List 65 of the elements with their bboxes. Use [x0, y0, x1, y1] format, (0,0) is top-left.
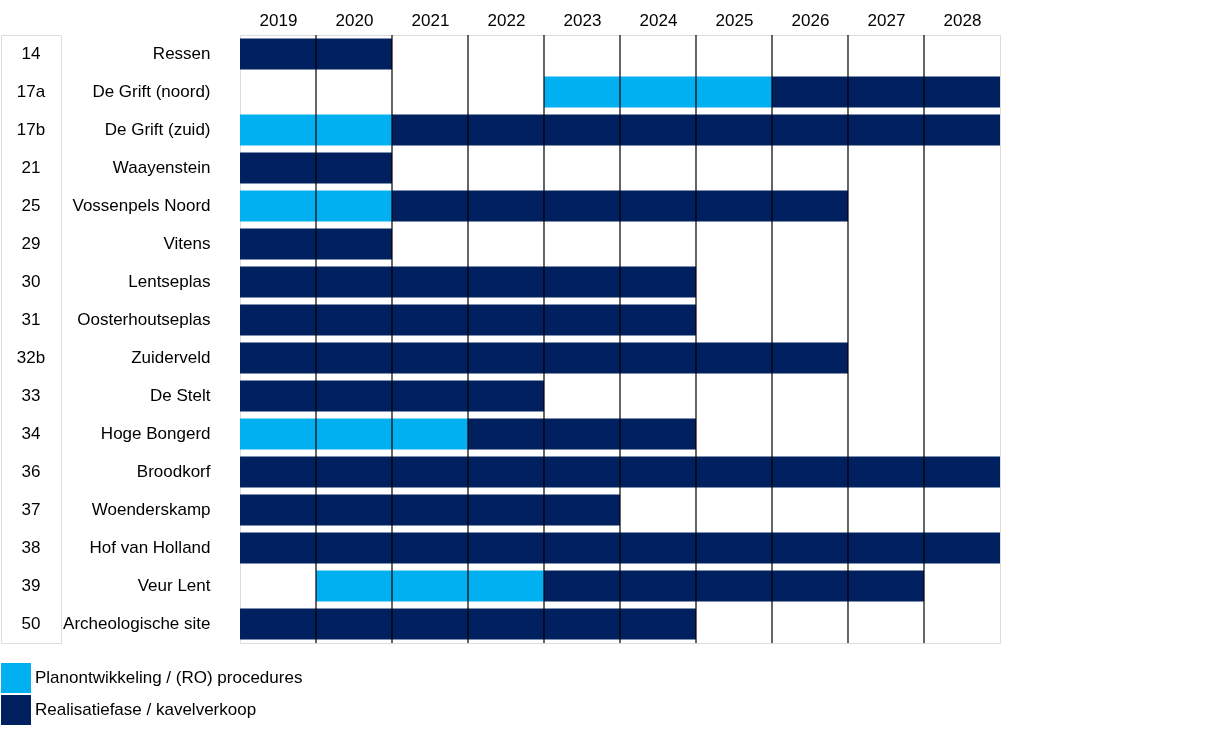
bar: [240, 342, 848, 374]
x-tick-label: 2019: [259, 10, 298, 30]
text: 39: [21, 576, 41, 595]
bar: [392, 114, 1000, 146]
bar: [240, 494, 620, 526]
text: 50: [21, 614, 41, 633]
text: 25: [21, 196, 41, 215]
y-tick-label: Veur Lent: [137, 576, 211, 595]
text: 21: [21, 158, 41, 177]
x-tick-label: 2025: [715, 10, 754, 30]
x-tick-label: 2023: [563, 10, 602, 30]
y-tick-label: Archeologische site: [63, 614, 211, 633]
x-tick-label: 2026: [791, 10, 830, 30]
text: 30: [21, 272, 41, 291]
bar: [544, 76, 772, 108]
text: 17a: [16, 82, 46, 101]
text: 14: [21, 44, 41, 63]
y-tick-label: Oosterhoutseplas: [77, 310, 211, 329]
y-tick-label: Hoge Bongerd: [100, 424, 211, 443]
bar: [240, 38, 392, 70]
bar: [468, 418, 696, 450]
bar: [240, 532, 1000, 564]
legend-label: Realisatiefase / kavelverkoop: [35, 700, 257, 719]
x-tick-label: 2021: [411, 10, 450, 30]
x-tick-label: 2028: [943, 10, 982, 30]
bar: [240, 190, 392, 222]
bar: [392, 190, 848, 222]
x-tick-label: 2022: [487, 10, 526, 30]
text: 34: [21, 424, 41, 443]
text: 29: [21, 234, 41, 253]
y-tick-label: Waayenstein: [112, 158, 211, 177]
text: 32b: [16, 348, 46, 367]
x-tick-label: 2020: [335, 10, 374, 30]
y-tick-label: Broodkorf: [136, 462, 211, 481]
y-tick-label: Zuiderveld: [131, 348, 211, 367]
text: 37: [21, 500, 41, 519]
text: 33: [21, 386, 41, 405]
legend-label: Planontwikkeling / (RO) procedures: [35, 668, 303, 687]
y-tick-label: Hof van Holland: [89, 538, 211, 557]
bar: [240, 380, 544, 412]
bar: [240, 608, 696, 640]
text: 31: [21, 310, 41, 329]
bar: [240, 114, 392, 146]
y-tick-label: Lentseplas: [128, 272, 211, 291]
x-tick-label: 2024: [639, 10, 678, 30]
bar: [544, 570, 924, 602]
y-tick-label: Woenderskamp: [91, 500, 211, 519]
x-tick-label: 2027: [867, 10, 906, 30]
bar: [772, 76, 1000, 108]
text: 36: [21, 462, 41, 481]
y-tick-label: Ressen: [152, 44, 211, 63]
text: 38: [21, 538, 41, 557]
y-tick-label: Vossenpels Noord: [72, 196, 211, 215]
bar: [240, 304, 696, 336]
y-tick-label: De Stelt: [150, 386, 211, 405]
bar: [316, 570, 544, 602]
bar: [240, 266, 696, 298]
bar: [240, 152, 392, 184]
bar: [240, 418, 468, 450]
bar: [240, 456, 1000, 488]
y-tick-label: De Grift (zuid): [104, 120, 211, 139]
text: 17b: [16, 120, 46, 139]
bar: [240, 228, 392, 260]
y-tick-label: Vitens: [163, 234, 211, 253]
y-tick-label: De Grift (noord): [92, 82, 211, 101]
